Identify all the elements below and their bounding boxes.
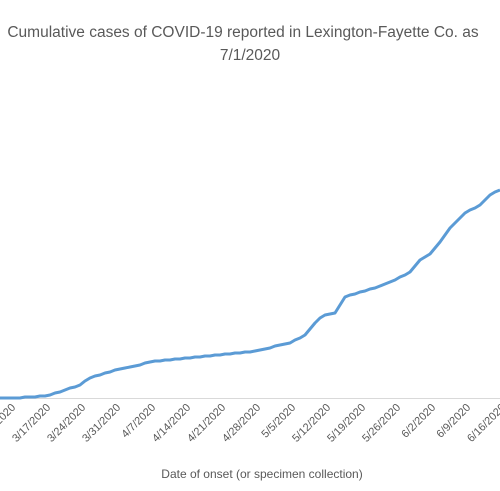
x-axis-title: Date of onset (or specimen collection)	[161, 467, 362, 481]
chart-title: 7/1/2020	[220, 47, 281, 64]
x-tick-label: 6/2/2020	[399, 402, 438, 441]
chart-title: Cumulative cases of COVID-19 reported in…	[7, 24, 479, 41]
data-line	[0, 188, 500, 400]
x-tick-label: 5/26/2020	[360, 402, 403, 445]
x-tick-label: 3/31/2020	[80, 402, 123, 445]
x-tick-label: 4/28/2020	[220, 402, 263, 445]
